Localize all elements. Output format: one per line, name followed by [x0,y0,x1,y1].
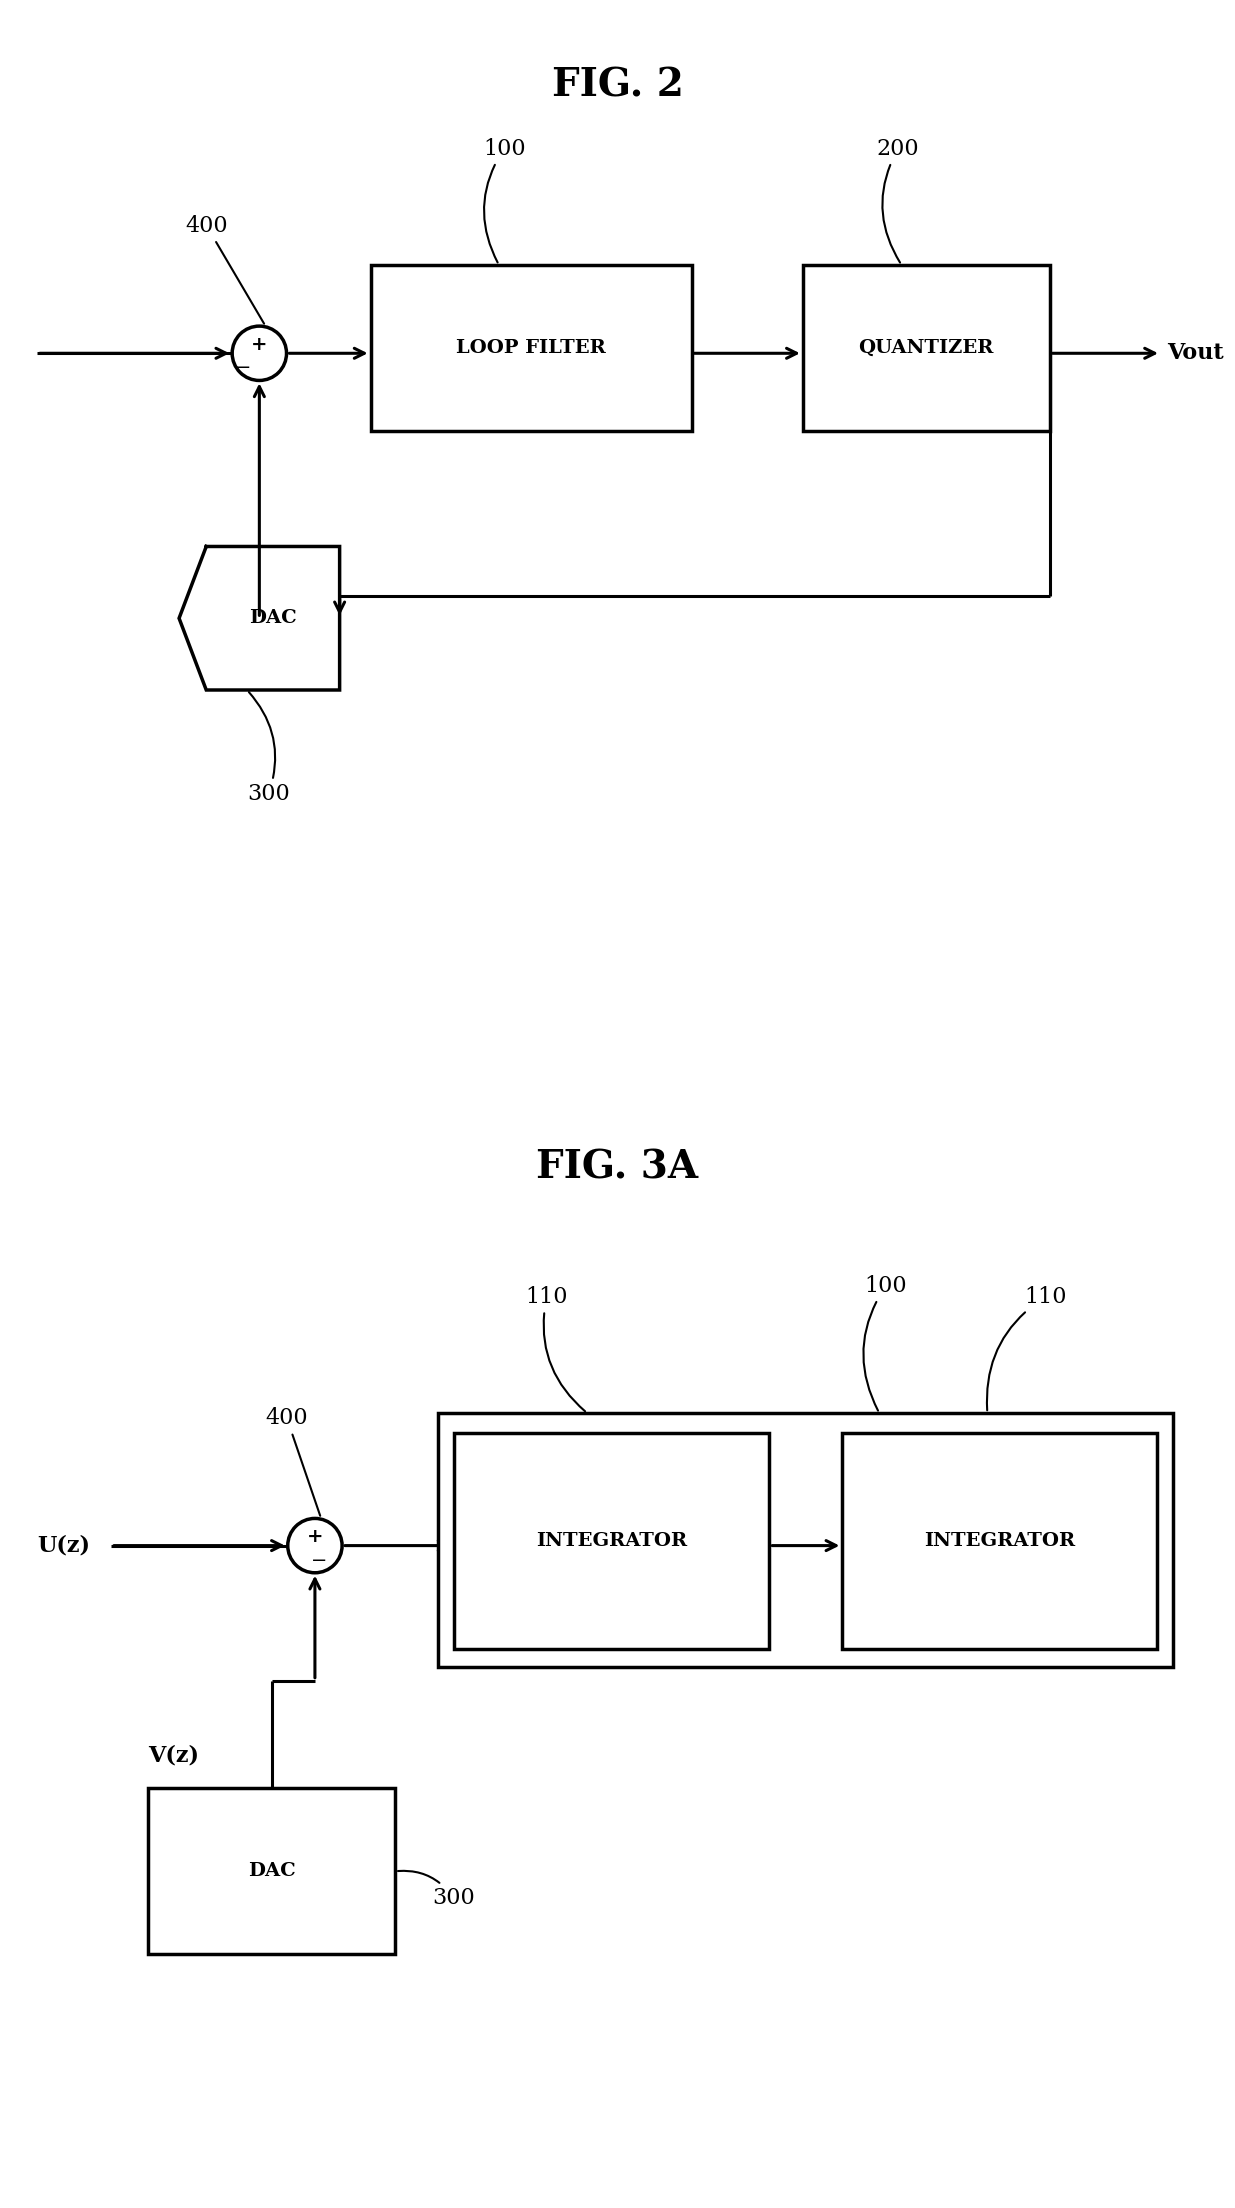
Text: QUANTIZER: QUANTIZER [858,338,994,358]
Bar [842,1433,1157,1649]
Text: INTEGRATOR: INTEGRATOR [924,1532,1076,1550]
Bar [148,1788,395,1954]
Text: +: + [306,1528,324,1546]
Bar [803,265,1050,431]
Text: FIG. 2: FIG. 2 [552,66,683,104]
Text: V(z): V(z) [148,1744,199,1766]
Text: 300: 300 [247,691,290,806]
Text: LOOP FILTER: LOOP FILTER [456,338,606,358]
Text: DAC: DAC [248,1861,295,1881]
Text: Vout: Vout [1167,342,1224,364]
Text: −: − [235,360,251,378]
Text: −: − [311,1552,327,1570]
Polygon shape [179,548,340,689]
Text: +: + [251,336,268,353]
Text: 110: 110 [987,1285,1067,1411]
Text: U(z): U(z) [37,1535,90,1557]
Bar [454,1433,769,1649]
Text: 300: 300 [398,1870,475,1910]
Text: 400: 400 [266,1406,320,1517]
Text: 200: 200 [877,137,920,263]
Bar [370,265,692,431]
Bar [438,1413,1173,1667]
Text: FIG. 3A: FIG. 3A [536,1148,699,1186]
Text: INTEGRATOR: INTEGRATOR [536,1532,688,1550]
Text: 100: 100 [863,1274,908,1411]
Text: 100: 100 [483,137,526,263]
Text: 400: 400 [185,214,264,325]
Text: 110: 110 [525,1285,585,1411]
Text: DAC: DAC [249,609,296,627]
